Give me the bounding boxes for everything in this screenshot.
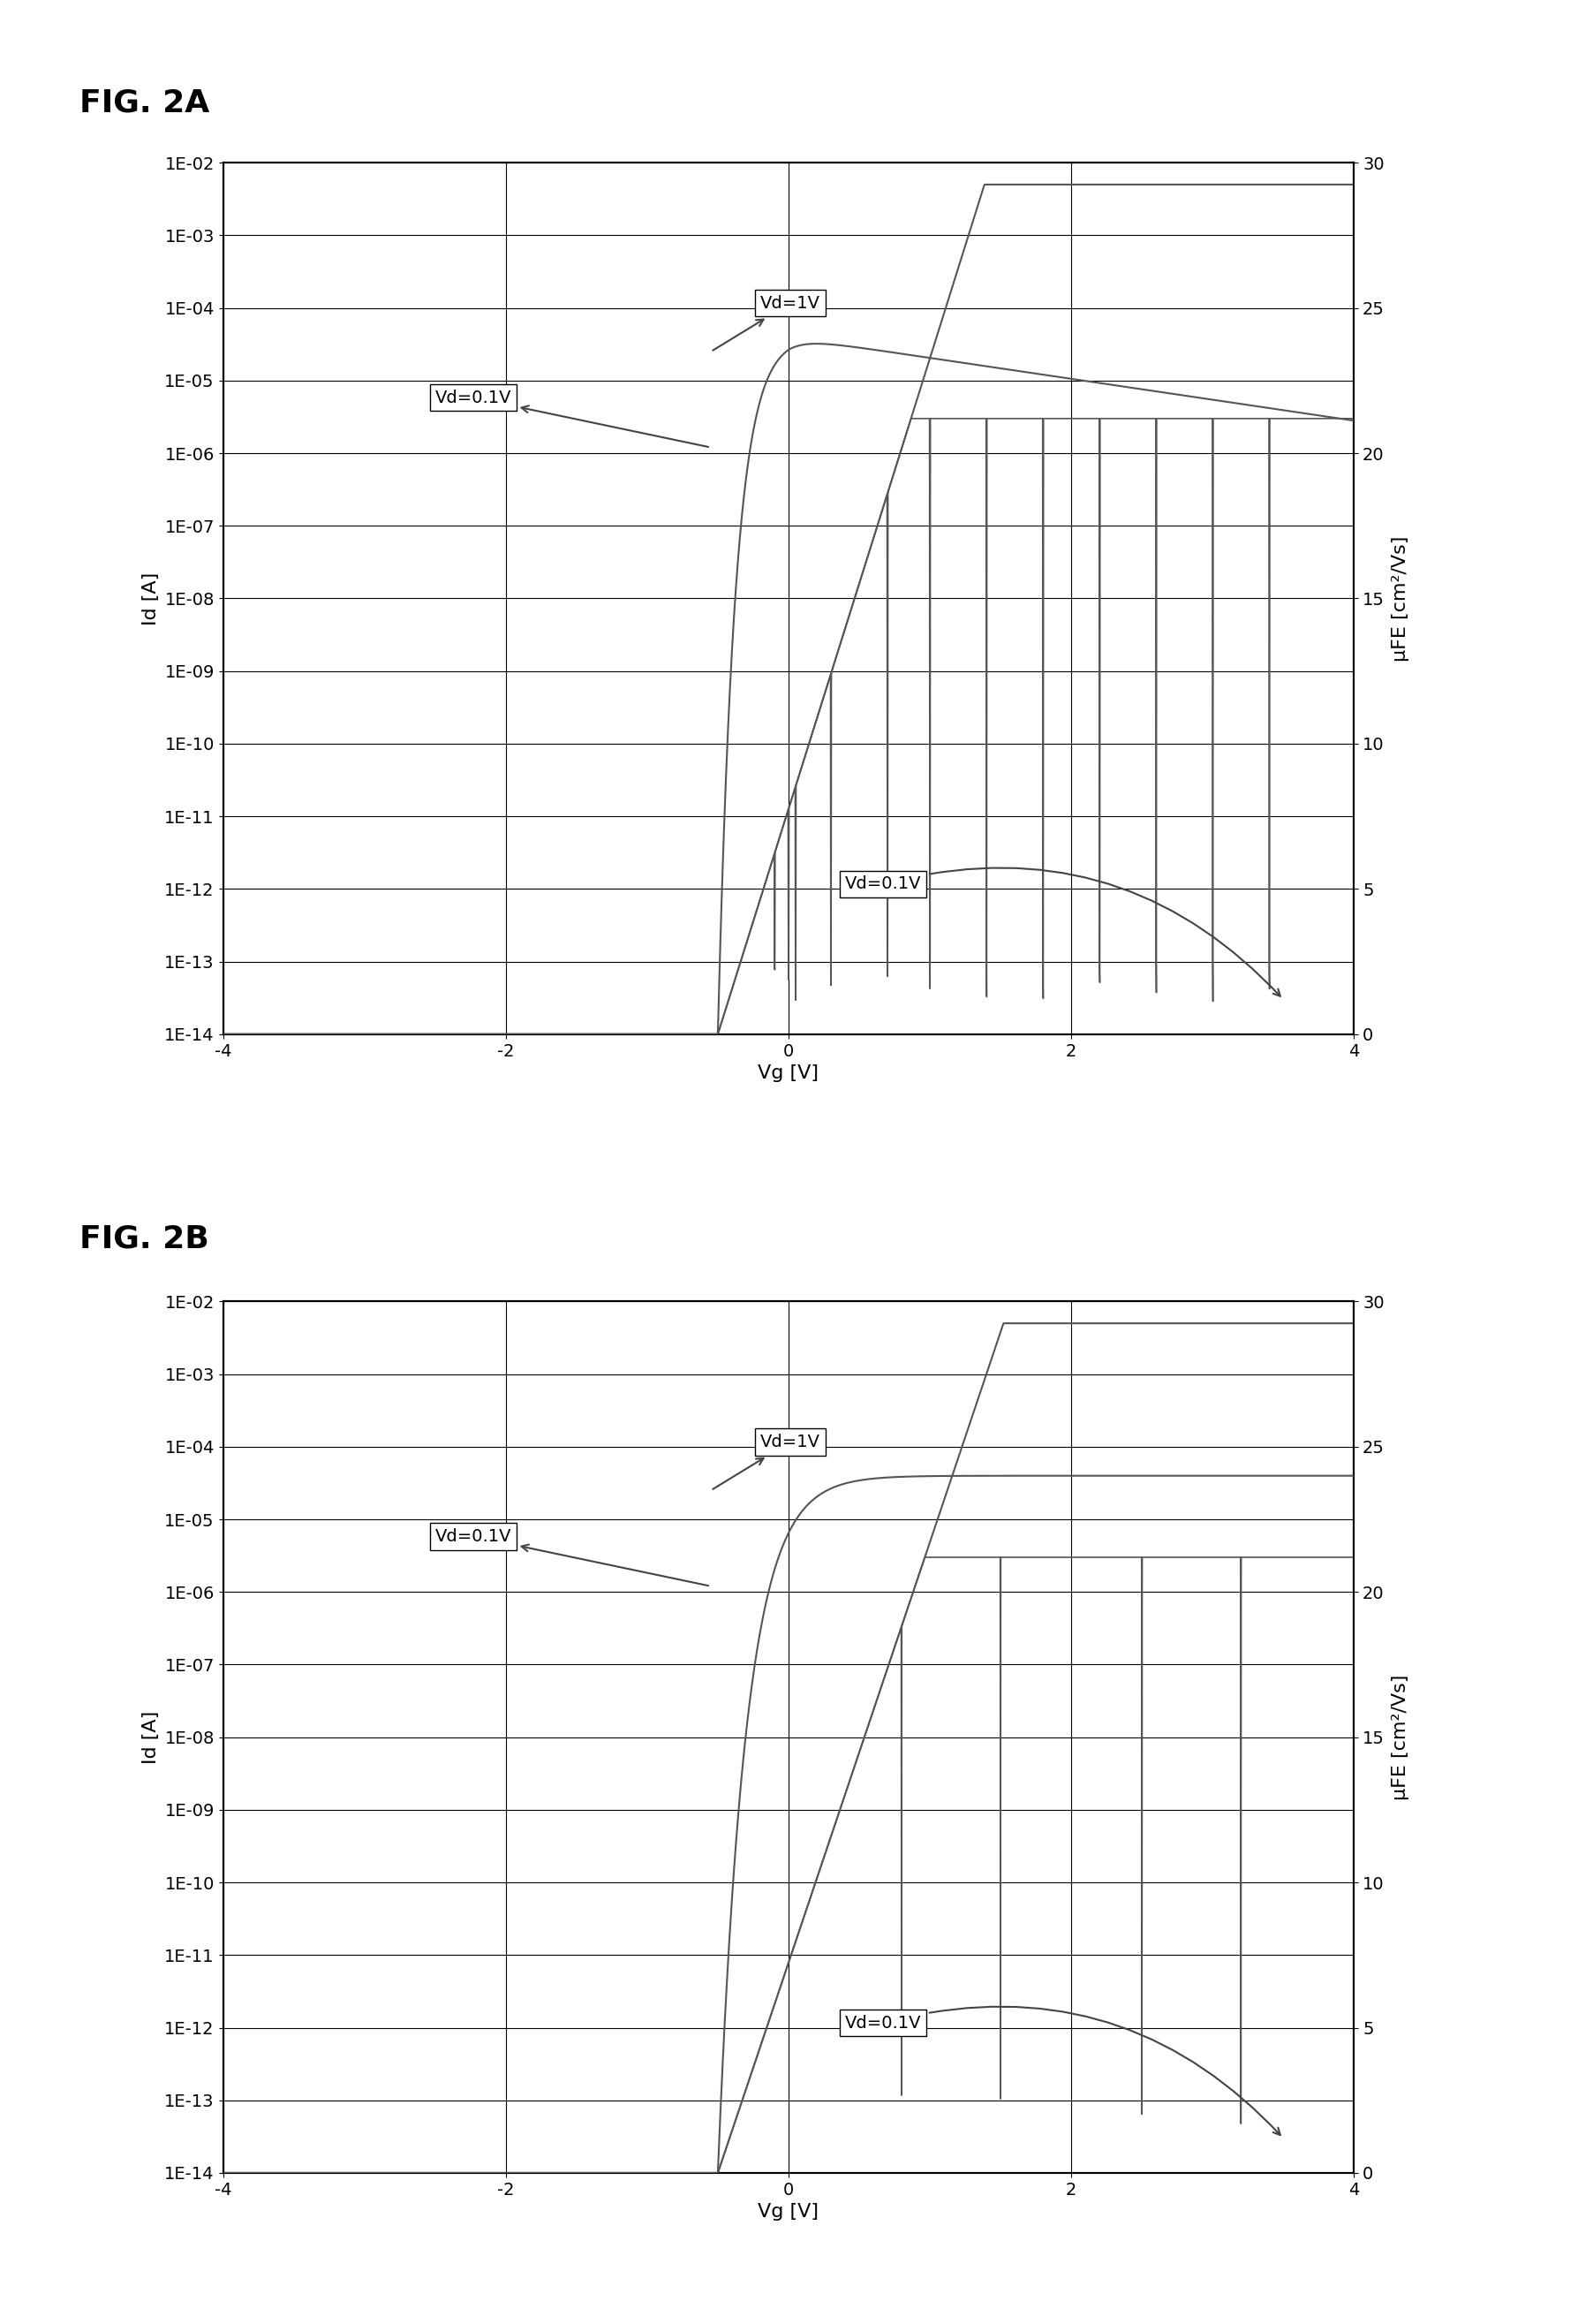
Text: FIG. 2B: FIG. 2B (80, 1225, 209, 1255)
Y-axis label: Id [A]: Id [A] (142, 572, 159, 625)
X-axis label: Vg [V]: Vg [V] (758, 1064, 819, 1083)
X-axis label: Vg [V]: Vg [V] (758, 2203, 819, 2222)
Text: Vd=0.1V: Vd=0.1V (435, 1527, 709, 1585)
Text: Vd=1V: Vd=1V (714, 295, 820, 351)
Text: Vd=0.1V: Vd=0.1V (844, 867, 1281, 997)
Text: Vd=1V: Vd=1V (714, 1434, 820, 1490)
Y-axis label: μFE [cm²/Vs]: μFE [cm²/Vs] (1392, 535, 1410, 662)
Text: Vd=0.1V: Vd=0.1V (844, 2006, 1281, 2136)
Y-axis label: μFE [cm²/Vs]: μFE [cm²/Vs] (1392, 1673, 1410, 1801)
Y-axis label: Id [A]: Id [A] (142, 1710, 159, 1764)
Text: Vd=0.1V: Vd=0.1V (435, 388, 709, 446)
Text: FIG. 2A: FIG. 2A (80, 88, 210, 119)
